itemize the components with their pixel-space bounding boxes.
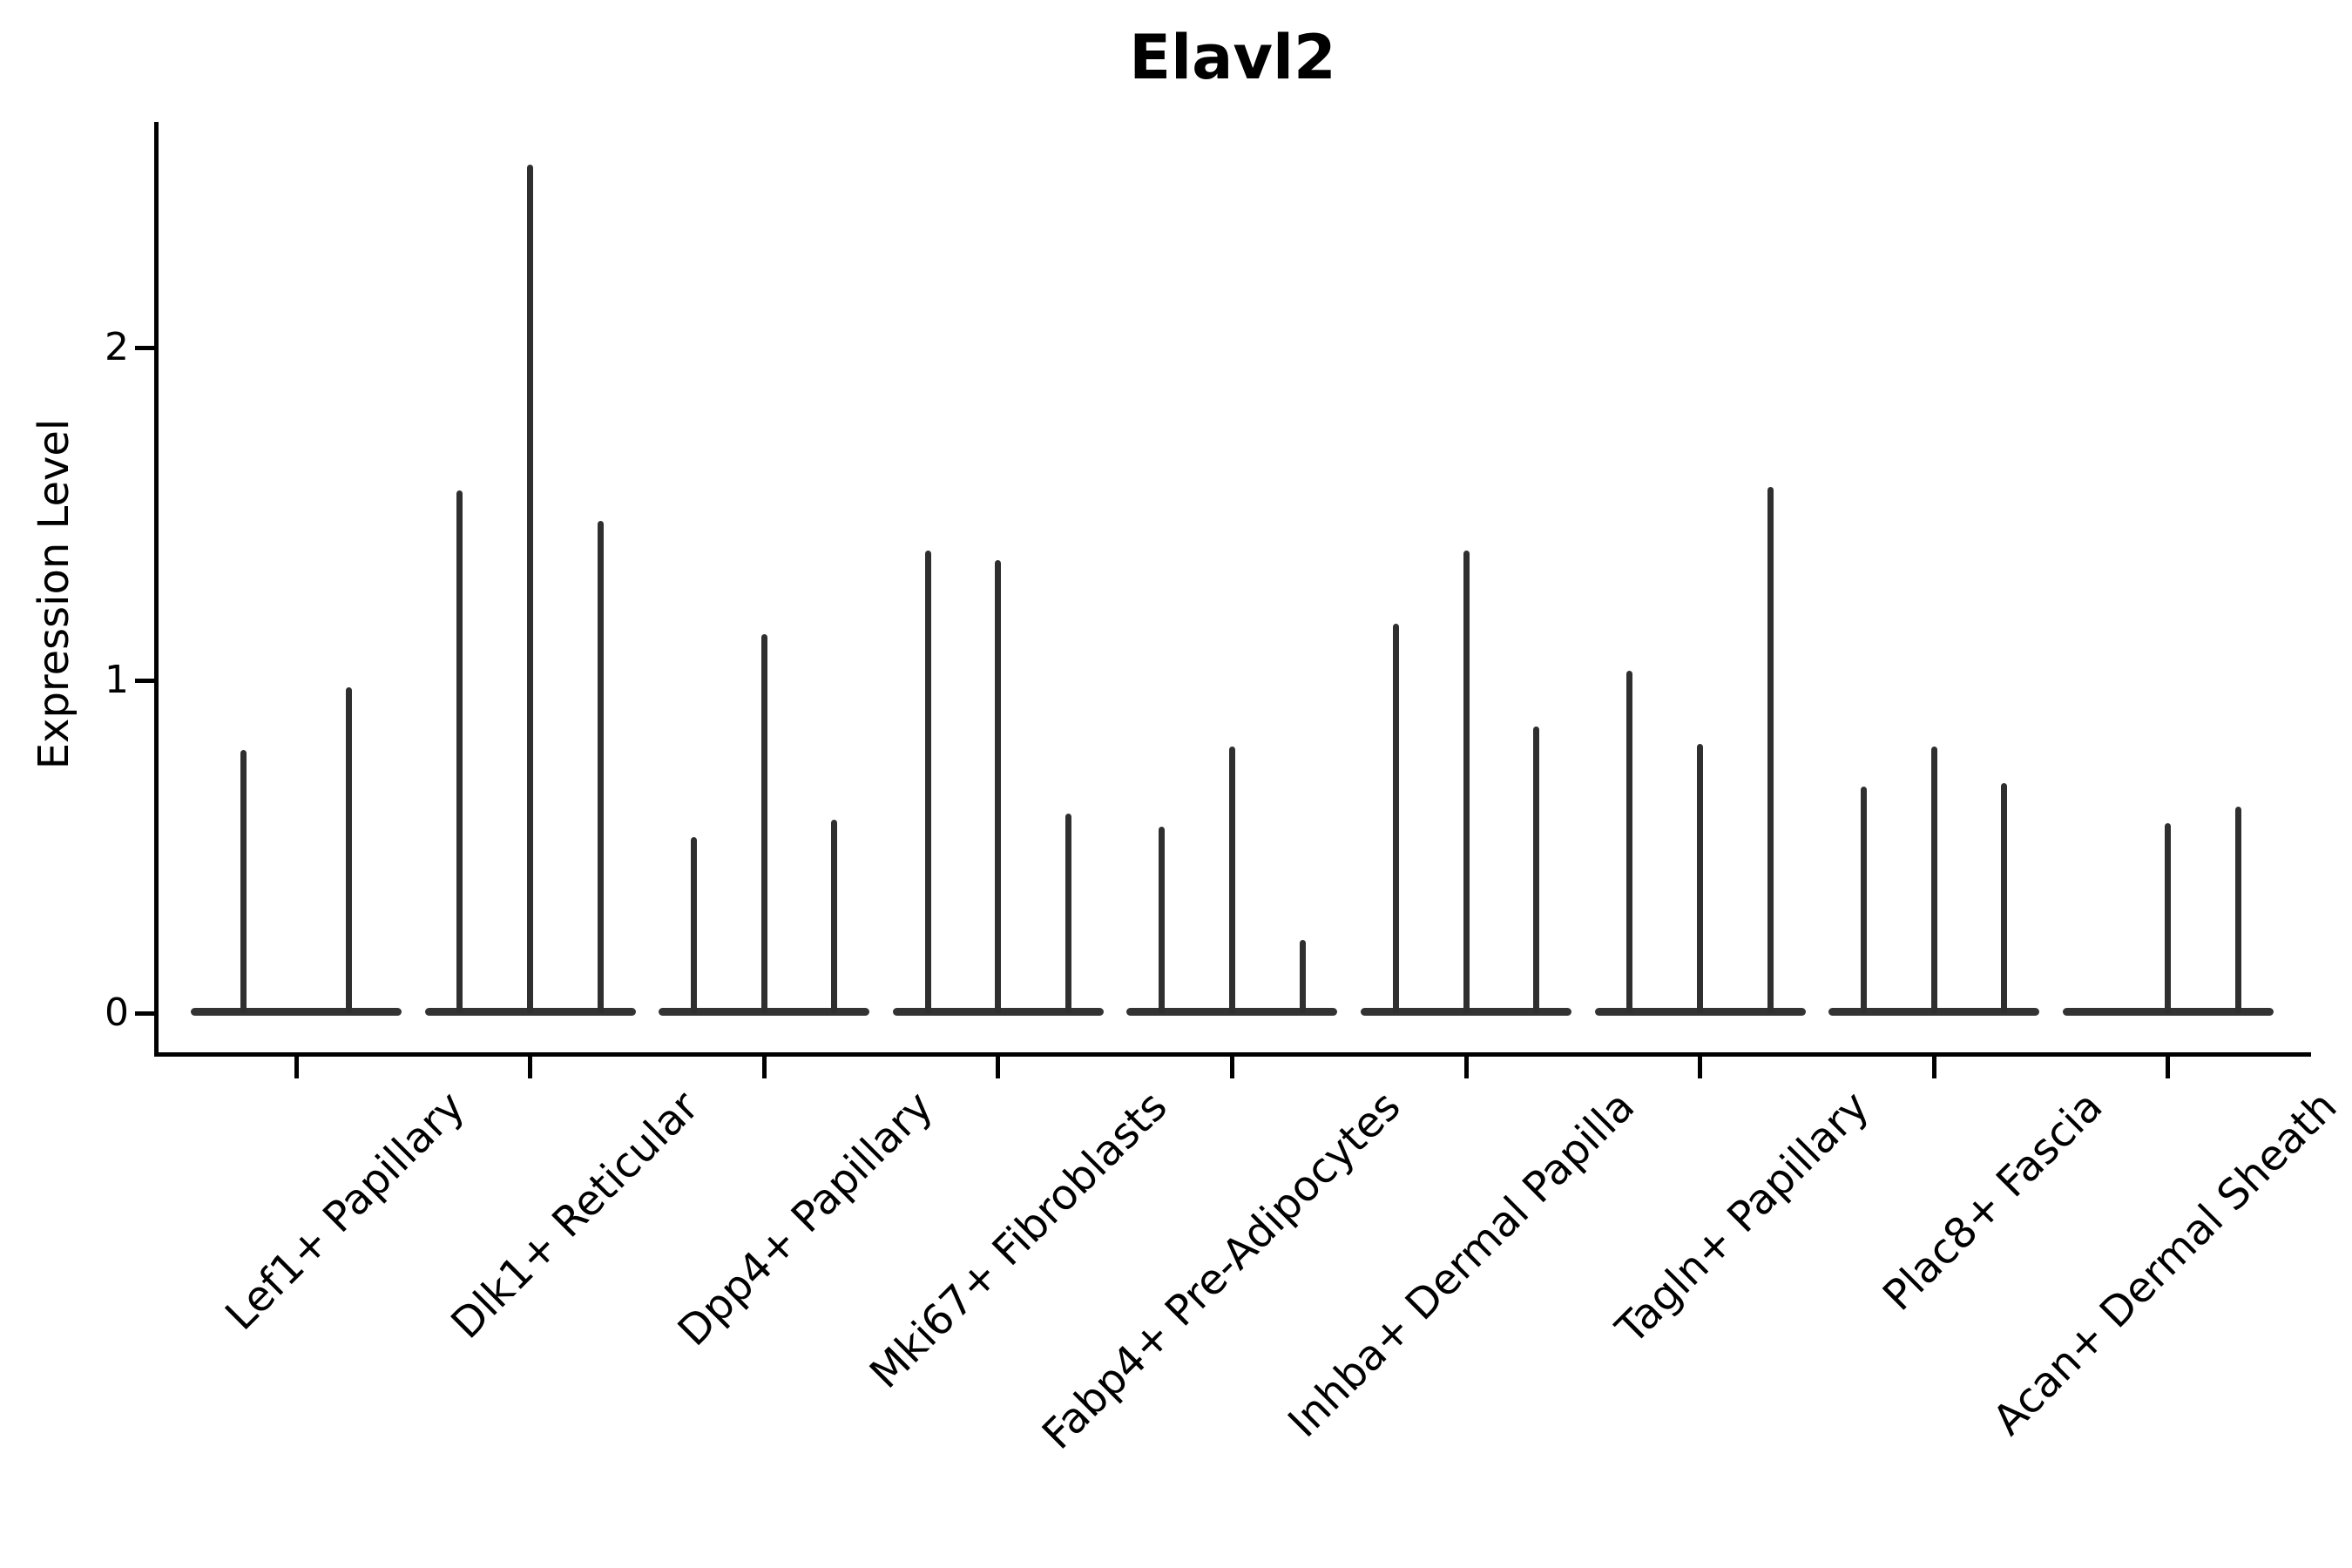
x-tick-label: Lef1+ Papillary	[216, 1082, 475, 1340]
y-axis-label: Expression Level	[30, 418, 78, 770]
x-tick-mark	[2166, 1057, 2171, 1078]
violin-spike	[1533, 727, 1540, 1013]
violin-spike	[527, 164, 534, 1013]
y-axis-spine	[154, 122, 159, 1057]
x-tick-mark	[761, 1057, 767, 1078]
x-tick-label: Dpp4+ Papillary	[668, 1082, 943, 1356]
violin-spike	[1861, 787, 1868, 1013]
violin-spike	[1463, 551, 1470, 1013]
violin-spike	[1767, 487, 1774, 1013]
violin-spike	[995, 560, 1002, 1013]
y-tick-label: 2	[105, 325, 129, 369]
violin-spike	[1392, 624, 1399, 1013]
violin-spike	[2001, 783, 2008, 1013]
y-tick-label: 0	[105, 990, 129, 1035]
x-tick-mark	[294, 1057, 299, 1078]
violin-spike	[2234, 807, 2241, 1013]
violin-spike	[1228, 747, 1235, 1013]
violin-spike	[1626, 670, 1633, 1013]
x-tick-label: Tagln+ Papillary	[1606, 1082, 1879, 1354]
violin-spike	[1159, 827, 1166, 1013]
violin-spike	[1064, 813, 1071, 1013]
x-axis-spine	[154, 1052, 2311, 1057]
x-tick-mark	[1229, 1057, 1234, 1078]
violin-spike	[760, 633, 767, 1013]
violin-spike	[1697, 743, 1704, 1013]
y-tick-label: 1	[105, 658, 129, 702]
x-tick-mark	[996, 1057, 1001, 1078]
x-tick-mark	[1931, 1057, 1936, 1078]
x-tick-mark	[1698, 1057, 1703, 1078]
chart-title: Elavl2	[1129, 22, 1336, 93]
violin-spike	[456, 490, 463, 1013]
violin-spike	[831, 820, 838, 1013]
violin-spike	[1930, 747, 1937, 1013]
violin-spike	[346, 686, 352, 1013]
x-tick-label: Dlk1+ Reticular	[442, 1082, 709, 1348]
violin-spike	[1299, 939, 1306, 1013]
violin-spike	[2165, 823, 2172, 1013]
y-tick-mark	[135, 345, 154, 350]
violin-spike	[924, 551, 931, 1013]
violin-spike	[691, 836, 698, 1013]
violin-spike	[597, 520, 604, 1013]
y-tick-mark	[135, 1010, 154, 1016]
x-tick-mark	[528, 1057, 533, 1078]
violin-baseline	[191, 1007, 402, 1016]
x-tick-label: Plac8+ Fascia	[1874, 1082, 2112, 1321]
violin-spike	[240, 750, 247, 1013]
x-tick-mark	[1463, 1057, 1469, 1078]
y-tick-mark	[135, 678, 154, 683]
